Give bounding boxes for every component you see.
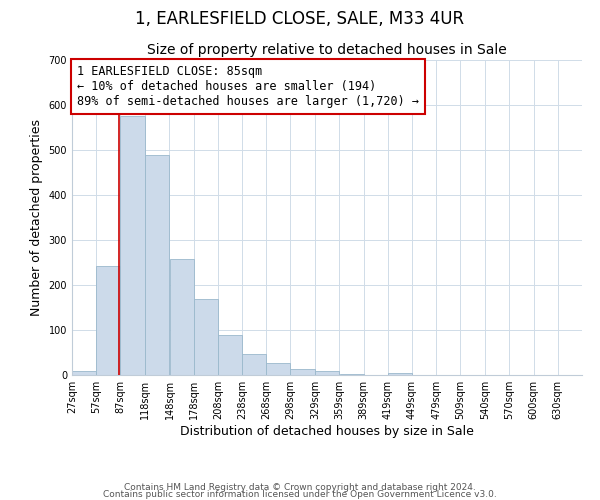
Text: 1, EARLESFIELD CLOSE, SALE, M33 4UR: 1, EARLESFIELD CLOSE, SALE, M33 4UR [136, 10, 464, 28]
Bar [290, 369, 315, 375]
Bar [316, 372, 340, 375]
Y-axis label: Number of detached properties: Number of detached properties [30, 119, 43, 316]
Bar [266, 363, 290, 375]
Text: 1 EARLESFIELD CLOSE: 85sqm
← 10% of detached houses are smaller (194)
89% of sem: 1 EARLESFIELD CLOSE: 85sqm ← 10% of deta… [77, 64, 419, 108]
Bar [388, 373, 412, 375]
Bar [170, 259, 194, 375]
Bar [340, 374, 364, 375]
Bar [194, 298, 218, 375]
Text: Contains HM Land Registry data © Crown copyright and database right 2024.: Contains HM Land Registry data © Crown c… [124, 484, 476, 492]
X-axis label: Distribution of detached houses by size in Sale: Distribution of detached houses by size … [180, 425, 474, 438]
Bar [72, 370, 96, 375]
Bar [96, 266, 120, 375]
Bar [242, 354, 266, 375]
Bar [218, 336, 242, 375]
Title: Size of property relative to detached houses in Sale: Size of property relative to detached ho… [147, 44, 507, 58]
Text: Contains public sector information licensed under the Open Government Licence v3: Contains public sector information licen… [103, 490, 497, 499]
Bar [121, 116, 145, 375]
Bar [145, 154, 169, 375]
